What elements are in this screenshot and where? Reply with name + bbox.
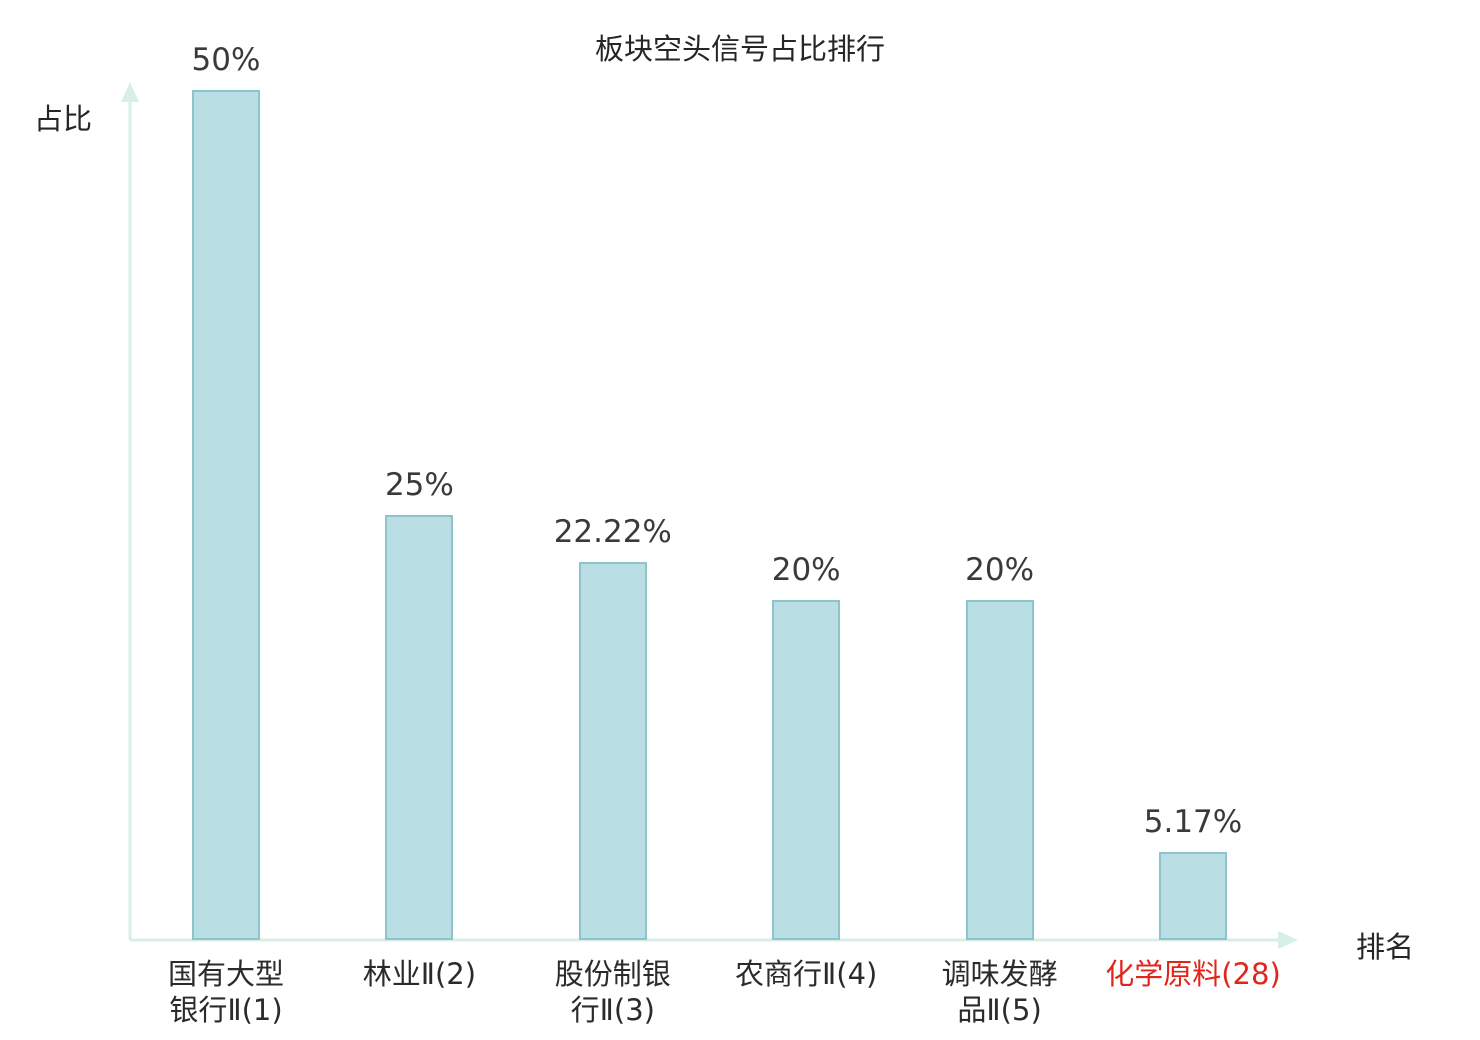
x-axis-label: 排名: [1356, 930, 1415, 964]
bar-value-label: 22.22%: [553, 514, 672, 550]
bar-value-label: 20%: [771, 552, 841, 588]
bar-category-label: 国有大型 银行Ⅱ(1): [167, 957, 284, 1027]
bar-value-label: 25%: [384, 467, 454, 503]
bar: [772, 600, 841, 940]
bar-category-label: 林业Ⅱ(2): [362, 957, 477, 991]
bar-category-label: 股份制银 行Ⅱ(3): [554, 957, 671, 1027]
bar-value-label: 50%: [191, 42, 261, 78]
bar: [1159, 852, 1227, 940]
bar-value-label: 5.17%: [1143, 804, 1243, 840]
bar-category-label: 化学原料(28): [1105, 957, 1281, 991]
bar-category-label: 调味发酵 品Ⅱ(5): [941, 957, 1058, 1027]
y-axis-label: 占比: [34, 102, 93, 136]
bar: [192, 90, 260, 940]
chart-title: 板块空头信号占比排行: [594, 32, 885, 66]
bar: [385, 515, 454, 940]
bar: [965, 600, 1034, 940]
bar: [578, 562, 647, 940]
bar-category-label: 农商行Ⅱ(4): [735, 957, 878, 991]
bar-value-label: 20%: [965, 552, 1035, 588]
